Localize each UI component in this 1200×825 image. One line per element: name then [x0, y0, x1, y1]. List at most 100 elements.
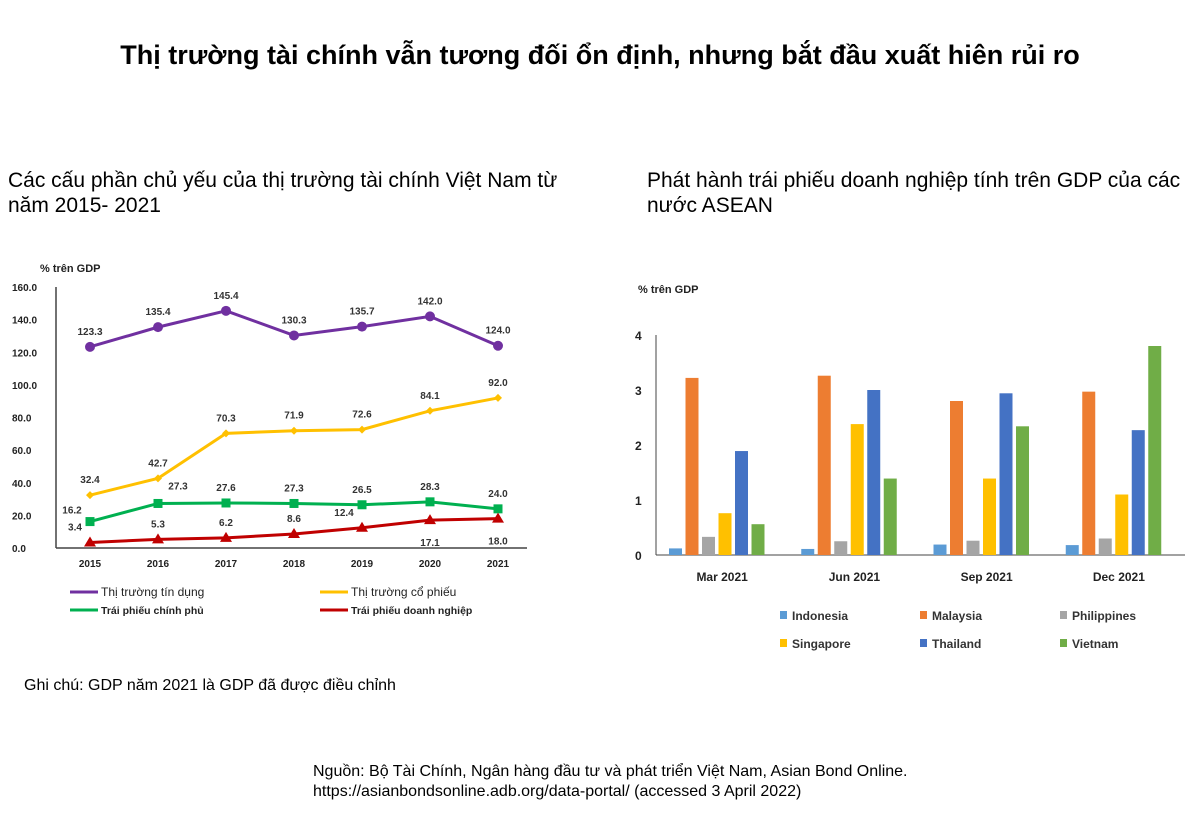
bar-thailand	[999, 393, 1013, 555]
data-point	[425, 497, 435, 507]
data-label: 16.2	[62, 506, 82, 517]
legend-swatch	[920, 611, 927, 619]
y-tick-label: 4	[635, 329, 642, 343]
bar-singapore	[850, 424, 864, 555]
data-point	[154, 474, 162, 483]
bar-malaysia	[950, 401, 963, 555]
x-tick-label: 2017	[215, 559, 238, 570]
data-point	[356, 521, 368, 532]
data-label: 142.0	[417, 296, 442, 307]
bar-thailand	[735, 451, 748, 555]
data-label: 28.3	[420, 482, 440, 493]
data-label: 84.1	[420, 391, 440, 402]
bar-philippines	[702, 536, 715, 555]
data-point	[494, 393, 502, 402]
y-tick-label: 80.0	[12, 414, 32, 425]
legend-label: Thị trường tín dụng	[101, 585, 204, 599]
data-label: 12.4	[334, 508, 354, 519]
y-tick-label: 0	[635, 549, 642, 563]
bar-thailand	[1131, 430, 1145, 555]
page-title: Thị trường tài chính vẫn tương đối ổn đị…	[120, 40, 1080, 70]
data-point	[493, 340, 503, 351]
source: Nguồn: Bộ Tài Chính, Ngân hàng đầu tư và…	[313, 762, 908, 802]
data-point	[424, 514, 436, 525]
data-point	[357, 500, 367, 510]
data-label: 130.3	[281, 315, 306, 326]
legend-label: Thailand	[932, 637, 981, 651]
bar-thailand	[867, 390, 881, 555]
y-tick-label: 60.0	[12, 446, 32, 457]
data-label: 42.7	[148, 458, 168, 469]
data-label: 24.0	[488, 489, 508, 500]
legend-swatch	[920, 639, 927, 647]
data-label: 32.4	[80, 475, 100, 486]
data-point	[425, 311, 435, 322]
data-label: 92.0	[488, 378, 508, 389]
data-point	[492, 512, 504, 523]
bar-malaysia	[1082, 391, 1096, 555]
bar-indonesia	[933, 544, 947, 555]
y-tick-label: 120.0	[12, 348, 37, 359]
y-tick-label: 160.0	[12, 283, 37, 294]
bar-chart: % trên GDP 0 1 2 3 4 Mar 2021 Jun 2021 Sep 2021 D…	[635, 284, 1185, 651]
data-label: 124.0	[485, 326, 510, 337]
y-tick-label: 0.0	[12, 544, 26, 555]
bar-indonesia	[669, 548, 682, 555]
bar-philippines	[966, 540, 980, 555]
data-point	[85, 517, 95, 527]
bar-malaysia	[685, 377, 699, 555]
x-tick-label: 2021	[487, 559, 510, 570]
bar-philippines	[834, 541, 848, 555]
y-tick-label: 20.0	[12, 511, 32, 522]
bar-vietnam	[751, 524, 765, 555]
data-label: 27.6	[216, 483, 236, 494]
legend-swatch	[780, 611, 787, 619]
y-tick-label: 40.0	[12, 479, 32, 490]
data-label: 3.4	[68, 522, 82, 533]
x-tick-label: 2015	[79, 559, 102, 570]
data-label: 135.4	[145, 307, 170, 318]
data-label: 70.3	[216, 413, 236, 424]
bar-vietnam	[883, 478, 897, 555]
data-label: 26.5	[352, 485, 372, 496]
data-point	[84, 536, 96, 547]
x-tick-label: 2016	[147, 559, 170, 570]
legend-label: Trái phiếu doanh nghiệp	[351, 605, 472, 617]
data-label: 71.9	[284, 411, 304, 422]
data-point	[290, 426, 298, 435]
bar-vietnam	[1016, 426, 1029, 555]
x-tick-label: Dec 2021	[1093, 570, 1145, 584]
data-label: 27.3	[284, 483, 304, 494]
data-point	[221, 498, 231, 508]
legend-label: Indonesia	[792, 609, 848, 623]
bar-vietnam	[1148, 346, 1162, 555]
y-tick-label: 3	[635, 384, 642, 398]
footnote: Ghi chú: GDP năm 2021 là GDP đã được điề…	[24, 677, 396, 694]
data-point	[493, 504, 503, 514]
source-line-2: https://asianbondsonline.adb.org/data-po…	[313, 783, 802, 800]
line-chart: % trên GDP 0.0 20.0 40.0 60.0 80.0 100.0 120.0 1…	[12, 263, 527, 617]
data-label: 145.4	[213, 291, 238, 302]
y-tick-label: 140.0	[12, 316, 37, 327]
y-tick-label: 2	[635, 439, 642, 453]
legend-swatch	[780, 639, 787, 647]
x-tick-label: Sep 2021	[961, 570, 1013, 584]
data-label: 27.3	[168, 481, 188, 492]
data-point	[153, 322, 163, 333]
data-label: 8.6	[287, 514, 301, 525]
data-point	[220, 531, 232, 542]
data-label: 6.2	[219, 518, 233, 529]
bar-malaysia	[817, 375, 831, 555]
source-line-1: Nguồn: Bộ Tài Chính, Ngân hàng đầu tư và…	[313, 763, 908, 780]
data-point	[222, 429, 230, 438]
legend-swatch	[1060, 639, 1067, 647]
data-point	[86, 491, 94, 500]
data-point	[221, 305, 231, 316]
data-point	[289, 330, 299, 341]
bar-philippines	[1098, 538, 1112, 555]
data-point	[288, 527, 300, 538]
data-point	[358, 425, 366, 434]
bar-singapore	[718, 513, 732, 555]
data-point	[426, 406, 434, 415]
legend-label: Singapore	[792, 637, 851, 651]
